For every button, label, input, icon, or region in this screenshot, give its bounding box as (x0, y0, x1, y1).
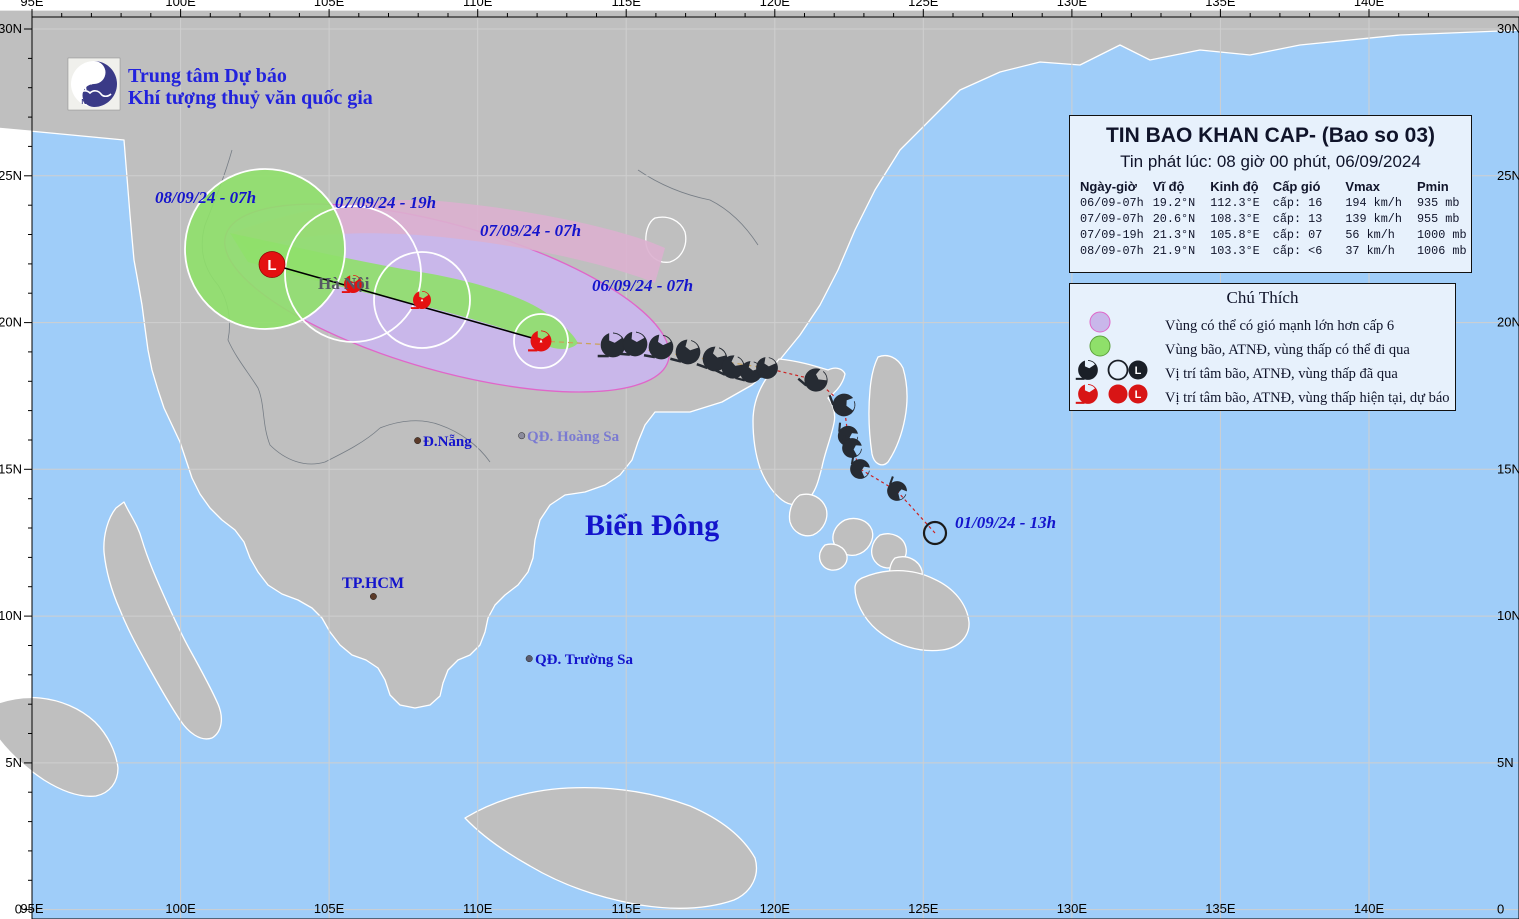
svg-text:0: 0 (1497, 902, 1504, 917)
svg-text:L: L (1135, 365, 1142, 377)
svg-text:NCHMF: NCHMF (81, 99, 107, 106)
svg-text:115E: 115E (611, 0, 641, 9)
svg-text:120E: 120E (760, 0, 791, 9)
svg-text:07/09/24 - 07h: 07/09/24 - 07h (480, 221, 581, 240)
svg-text:15N: 15N (0, 461, 22, 476)
svg-text:140E: 140E (1354, 0, 1385, 9)
svg-text:140E: 140E (1354, 901, 1385, 916)
svg-text:Trung tâm Dự báo: Trung tâm Dự báo (128, 65, 287, 87)
svg-text:07/09/24 - 19h: 07/09/24 - 19h (335, 193, 436, 212)
svg-text:TP.HCM: TP.HCM (342, 575, 404, 592)
svg-text:135E: 135E (1205, 901, 1236, 916)
svg-text:Đ.Nẵng: Đ.Nẵng (423, 434, 472, 450)
svg-text:25N: 25N (0, 168, 22, 183)
svg-text:125E: 125E (908, 901, 939, 916)
svg-text:Khí tượng thuỷ văn quốc gia: Khí tượng thuỷ văn quốc gia (128, 87, 373, 109)
svg-text:Hà Nội: Hà Nội (318, 274, 370, 293)
svg-text:0: 0 (15, 902, 22, 917)
svg-text:30N: 30N (1497, 21, 1519, 36)
svg-text:110E: 110E (463, 0, 493, 9)
svg-text:25N: 25N (1497, 168, 1519, 183)
svg-text:20N: 20N (1497, 315, 1519, 330)
svg-text:5N: 5N (5, 755, 22, 770)
svg-text:125E: 125E (908, 0, 939, 9)
svg-text:5N: 5N (1497, 755, 1514, 770)
svg-text:100E: 100E (165, 901, 196, 916)
svg-text:01/09/24 - 13h: 01/09/24 - 13h (955, 513, 1056, 532)
svg-text:115E: 115E (611, 901, 641, 916)
svg-text:105E: 105E (314, 901, 345, 916)
svg-text:100E: 100E (165, 0, 196, 9)
svg-text:20N: 20N (0, 315, 22, 330)
svg-text:95E: 95E (20, 901, 43, 916)
svg-text:10N: 10N (0, 608, 22, 623)
svg-text:08/09/24 - 07h: 08/09/24 - 07h (155, 188, 256, 207)
svg-text:130E: 130E (1057, 0, 1088, 9)
svg-text:120E: 120E (760, 901, 791, 916)
svg-text:10N: 10N (1497, 608, 1519, 623)
svg-text:95E: 95E (20, 0, 43, 9)
svg-text:15N: 15N (1497, 461, 1519, 476)
svg-text:Biển Đông: Biển Đông (585, 509, 719, 542)
svg-text:135E: 135E (1205, 0, 1236, 9)
svg-text:L: L (267, 257, 276, 274)
svg-text:110E: 110E (463, 901, 493, 916)
svg-text:30N: 30N (0, 21, 22, 36)
svg-text:QĐ. Trường Sa: QĐ. Trường Sa (535, 652, 634, 668)
svg-text:L: L (1135, 389, 1142, 401)
svg-text:06/09/24 - 07h: 06/09/24 - 07h (592, 276, 693, 295)
svg-text:105E: 105E (314, 0, 345, 9)
svg-text:QĐ. Hoàng Sa: QĐ. Hoàng Sa (527, 429, 620, 445)
svg-text:130E: 130E (1057, 901, 1088, 916)
